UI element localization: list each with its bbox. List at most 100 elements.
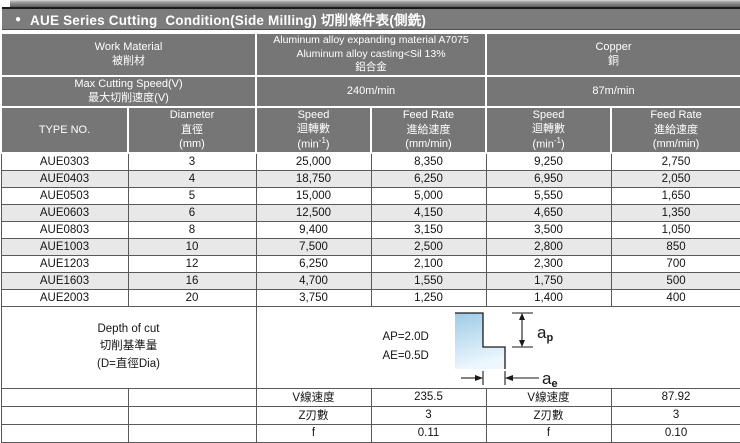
cell-speed-aluminum: 15,000 [255, 186, 372, 205]
cell-type-no: AUE0303 [0, 152, 129, 171]
cell-type-no: AUE0403 [0, 169, 129, 188]
footer-empty-cell [127, 387, 257, 407]
ap-equation: AP=2.0D [382, 330, 429, 343]
cell-feed-copper: 400 [610, 288, 740, 307]
speed-header-zh: 迴轉數 [297, 122, 330, 135]
max-speed-zh: 最大切削速度(V) [88, 92, 169, 105]
max-speed-en: Max Cutting Speed(V) [74, 77, 183, 90]
cell-speed-copper: 3,500 [485, 220, 612, 239]
title-bar: ● AUE Series Cutting Condition(Side Mill… [2, 7, 740, 30]
cell-feed-copper: 1,050 [610, 220, 740, 239]
depth-label-zh: 切削基準量 [99, 340, 158, 353]
cell-feed-aluminum: 1,250 [370, 288, 487, 307]
column-header-speed-aluminum: Speed 迴轉數 (min-1) [255, 105, 372, 155]
max-speed-aluminum-cell: 240m/min [254, 74, 488, 108]
footer-empty-cell [127, 405, 257, 425]
cell-speed-aluminum: 12,500 [255, 203, 372, 222]
cell-feed-aluminum: 5,000 [370, 186, 487, 205]
feed-header-zh: 進給速度 [654, 123, 699, 136]
depth-label-en: Depth of cut [97, 323, 160, 336]
work-material-en: Work Material [94, 41, 163, 54]
footer-empty-cell [127, 423, 257, 443]
cell-feed-aluminum: 6,250 [370, 169, 487, 188]
footer-z-value-aluminum: 3 [370, 405, 487, 425]
speed-header-en: Speed [532, 108, 565, 121]
cell-speed-copper: 1,400 [485, 288, 612, 307]
table-row: AUE0803 8 9,400 3,150 3,500 1,050 [0, 220, 740, 239]
cell-speed-aluminum: 3,750 [255, 288, 372, 307]
cell-type-no: AUE1603 [0, 271, 129, 290]
step-cut-diagram: ap ae [454, 312, 558, 387]
cell-type-no: AUE1003 [0, 237, 129, 256]
cell-speed-aluminum: 7,500 [255, 237, 372, 256]
cell-speed-aluminum: 4,700 [255, 271, 372, 290]
ap-ae-equations: AP=2.0D AE=0.5D [383, 328, 429, 367]
table-row: AUE1003 10 7,500 2,500 2,800 850 [0, 237, 740, 256]
cell-feed-aluminum: 2,500 [370, 237, 487, 256]
cell-feed-copper: 850 [610, 237, 740, 256]
cell-speed-copper: 1,750 [485, 271, 612, 290]
footer-empty-cell [0, 423, 129, 443]
footer-z-label-copper: Z刃數 [485, 405, 612, 425]
max-cutting-speed-label-cell: Max Cutting Speed(V) 最大切削速度(V) [0, 74, 257, 108]
footer-z-label-aluminum: Z刃數 [255, 405, 372, 425]
speed-header-en: Speed [297, 108, 330, 121]
cell-speed-aluminum: 9,400 [255, 220, 372, 239]
cell-feed-aluminum: 2,100 [370, 254, 487, 273]
footer-v-label-aluminum: V線速度 [255, 387, 372, 407]
material-copper-line1: Copper [595, 41, 632, 54]
material-aluminum-line2: Aluminum alloy casting<Sil 13% [296, 47, 446, 60]
ae-dimension-label: ae [542, 369, 558, 387]
column-header-type-no: TYPE NO. [0, 105, 129, 155]
cell-feed-aluminum: 8,350 [370, 152, 487, 171]
cell-feed-aluminum: 4,150 [370, 203, 487, 222]
speed-header-zh: 迴轉數 [532, 122, 566, 135]
top-decor-strip [10, 0, 740, 7]
ap-dimension-arrow [511, 312, 533, 348]
work-material-zh: 被削材 [112, 55, 145, 68]
cell-speed-copper: 2,800 [485, 237, 612, 256]
feed-header-en: Feed Rate [650, 109, 702, 122]
cell-feed-copper: 1,350 [610, 203, 740, 222]
cell-feed-copper: 700 [610, 254, 740, 273]
cell-diameter: 4 [127, 169, 257, 188]
cell-diameter: 20 [127, 288, 257, 307]
table-row: AUE0603 6 12,500 4,150 4,650 1,350 [0, 203, 740, 222]
cell-speed-copper: 2,300 [485, 254, 612, 273]
cell-speed-aluminum: 25,000 [255, 152, 372, 171]
depth-diagram-cell: AP=2.0D AE=0.5D [255, 305, 740, 389]
cell-feed-copper: 2,750 [610, 152, 740, 171]
cell-diameter: 12 [127, 254, 257, 273]
cell-speed-copper: 5,550 [485, 186, 612, 205]
footer-empty-cell [0, 387, 129, 407]
diameter-header-en: Diameter [169, 109, 215, 122]
bullet-icon: ● [15, 13, 22, 25]
cell-speed-copper: 9,250 [485, 152, 612, 171]
footer-z-value-copper: 3 [610, 405, 740, 425]
cell-feed-copper: 2,050 [610, 169, 740, 188]
feed-header-zh: 進給速度 [406, 123, 451, 136]
cell-type-no: AUE0803 [0, 220, 129, 239]
step-shape [454, 313, 505, 370]
material-copper-line2: 銅 [608, 55, 620, 68]
cutting-condition-table: Work Material 被削材 Aluminum alloy expandi… [0, 32, 740, 443]
table-row: AUE0303 3 25,000 8,350 9,250 2,750 [0, 152, 740, 171]
cell-feed-copper: 500 [610, 271, 740, 290]
cell-speed-aluminum: 6,250 [255, 254, 372, 273]
step-outline [454, 312, 506, 370]
cell-feed-copper: 1,650 [610, 186, 740, 205]
cell-diameter: 3 [127, 152, 257, 171]
feed-header-unit: (mm/min) [405, 137, 452, 150]
diameter-header-zh: 直徑 [181, 123, 203, 136]
column-header-diameter: Diameter 直徑 (mm) [127, 105, 257, 155]
footer-empty-cell [0, 405, 129, 425]
ap-dimension-label: ap [537, 323, 553, 344]
material-aluminum-line3: 鋁合金 [355, 61, 387, 74]
column-header-speed-copper: Speed 迴轉數 (min-1) [485, 105, 613, 155]
cell-type-no: AUE0503 [0, 186, 129, 205]
footer-v-value-aluminum: 235.5 [370, 387, 487, 407]
table-row: AUE2003 20 3,750 1,250 1,400 400 [0, 288, 740, 307]
cell-speed-aluminum: 18,750 [255, 169, 372, 188]
table-row: AUE0503 5 15,000 5,000 5,550 1,650 [0, 186, 740, 205]
table-row: AUE1203 12 6,250 2,100 2,300 700 [0, 254, 740, 273]
